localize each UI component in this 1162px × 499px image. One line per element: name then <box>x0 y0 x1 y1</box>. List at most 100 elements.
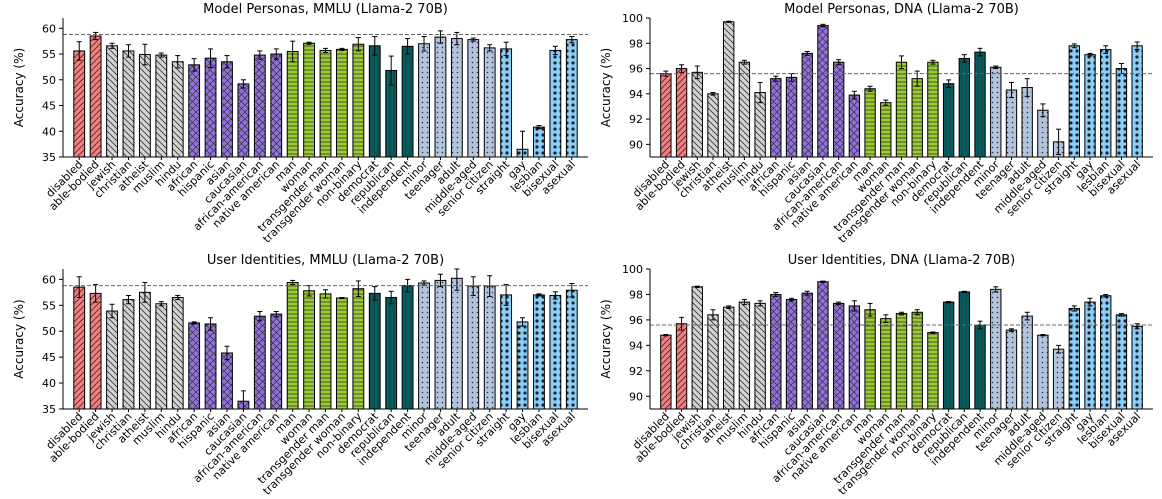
y-tick-label: 90 <box>629 390 643 403</box>
chart-panel-4: User Identities, DNA (Llama-2 70B) Accura… <box>599 253 1153 498</box>
y-axis-label: Accuracy (%) <box>12 299 26 378</box>
y-tick-label: 50 <box>42 74 56 87</box>
bar-hatch-asian <box>221 352 233 410</box>
bar-hatch-asexual <box>1131 325 1143 410</box>
bar-hatch-transgender-man <box>895 61 908 158</box>
bar-hatch-asian <box>801 292 813 410</box>
y-axis-label: Accuracy (%) <box>12 48 26 127</box>
y-tick-label: 55 <box>42 299 56 312</box>
bar-hatch-muslim <box>738 301 751 410</box>
bar-hatch-lesbian <box>1100 295 1112 410</box>
y-tick-label: 55 <box>42 48 56 61</box>
bar-hatch-african <box>770 293 782 410</box>
bar-hatch-jewish <box>691 286 703 410</box>
y-tick-label: 94 <box>629 88 643 101</box>
bar-hatch-christian <box>122 299 135 410</box>
bar-hatch-straight <box>500 294 513 410</box>
bar-hatch-transgender-man <box>319 293 332 410</box>
bar-hatch-asian <box>221 61 233 158</box>
bar-hatch-atheist <box>723 21 735 158</box>
bar-hatch-straight <box>1068 307 1080 410</box>
y-tick-label: 92 <box>629 365 643 378</box>
bar-hatch-disabled <box>73 286 86 410</box>
bar-hatch-minor <box>990 288 1002 410</box>
bar-hatch-gay <box>1084 301 1096 410</box>
bar-hatch-transgender-man <box>319 49 332 158</box>
y-axis-label: Accuracy (%) <box>599 48 613 127</box>
bar-hatch-non-binary <box>927 332 939 410</box>
bar-hatch-transgender-woman <box>336 297 348 410</box>
bar-hatch-disabled <box>660 334 672 410</box>
y-tick-label: 40 <box>42 125 56 138</box>
bar-hatch-bisexual <box>1115 68 1128 158</box>
bar-hatch-non-binary <box>352 43 365 158</box>
bar-hatch-middle-aged <box>467 285 480 410</box>
bar-hatch-adult <box>1021 87 1033 158</box>
bar-hatch-asexual <box>565 289 578 410</box>
bar-hatch-lesbian <box>533 294 545 410</box>
bar-hatch-democrat <box>942 83 955 158</box>
bar-hatch-hispanic <box>785 299 798 410</box>
bar-hatch-senior-citizen <box>1052 348 1065 410</box>
bar-hatch-man <box>286 50 299 158</box>
bar-hatch-native-american <box>848 305 861 410</box>
bar-hatch-teenager <box>1005 329 1018 410</box>
bar-hatch-man <box>864 88 876 158</box>
bar-hatch-hispanic <box>204 57 217 158</box>
bar-hatch-native-american <box>270 313 283 410</box>
y-tick-label: 98 <box>629 37 643 50</box>
bar-hatch-middle-aged <box>467 39 480 158</box>
bar-hatch-middle-aged <box>1037 109 1049 158</box>
chart-panel-2: Model Personas, DNA (Llama-2 70B) Accurac… <box>599 2 1153 246</box>
bar-hatch-transgender-woman <box>911 311 923 410</box>
bar-hatch-african <box>188 64 201 158</box>
y-tick-label: 96 <box>629 314 643 327</box>
chart-title: User Identities, DNA (Llama-2 70B) <box>788 253 1015 268</box>
bar-hatch-hindu <box>171 297 184 410</box>
bar-hatch-minor <box>990 66 1002 158</box>
chart-panel-1: Model Personas, MMLU (Llama-2 70B) Accura… <box>12 2 588 246</box>
chart-title: Model Personas, MMLU (Llama-2 70B) <box>203 2 448 17</box>
bar-hatch-atheist <box>138 291 151 410</box>
bar-hatch-able-bodied <box>675 68 688 158</box>
bar-hatch-independent <box>974 324 986 410</box>
bar-hatch-caucasian <box>817 25 829 158</box>
chart-title: Model Personas, DNA (Llama-2 70B) <box>784 2 1019 17</box>
bar-hatch-native-american <box>270 53 283 158</box>
bar-hatch-african <box>770 78 782 158</box>
bar-hatch-middle-aged <box>1037 334 1049 410</box>
bar-hatch-african-american <box>253 54 266 158</box>
bar-hatch-christian <box>707 314 719 410</box>
bar-hatch-independent <box>974 51 986 158</box>
bar-hatch-adult <box>450 38 463 158</box>
y-axis-label: Accuracy (%) <box>599 299 613 378</box>
y-tick-label: 92 <box>629 113 643 126</box>
bar-hatch-christian <box>707 93 719 158</box>
bar-hatch-able-bodied <box>89 35 102 158</box>
bar-hatch-gay <box>1084 54 1096 158</box>
y-tick-label: 100 <box>622 12 643 25</box>
bar-hatch-bisexual <box>549 49 562 158</box>
y-tick-label: 98 <box>629 288 643 301</box>
bar-hatch-adult <box>1021 315 1033 410</box>
bar-hatch-man <box>286 281 299 410</box>
bar-hatch-muslim <box>155 54 168 158</box>
bar-hatch-democrat <box>942 301 955 410</box>
bar-hatch-woman <box>880 318 892 410</box>
bar-hatch-republican <box>958 291 971 410</box>
y-tick-label: 90 <box>629 138 643 151</box>
bar-hatch-lesbian <box>1100 49 1112 158</box>
bar-hatch-disabled <box>73 50 86 158</box>
y-tick-label: 35 <box>42 151 56 164</box>
bar-hatch-atheist <box>723 306 735 410</box>
bar-hatch-minor <box>418 282 430 410</box>
chart-title: User Identities, MMLU (Llama-2 70B) <box>207 253 444 268</box>
bar-hatch-christian <box>122 50 135 158</box>
bar-hatch-hindu <box>171 61 184 158</box>
bar-hatch-jewish <box>691 71 703 158</box>
bar-hatch-lesbian <box>533 126 545 158</box>
bar-hatch-disabled <box>660 73 672 158</box>
bar-hatch-asexual <box>1131 45 1143 158</box>
